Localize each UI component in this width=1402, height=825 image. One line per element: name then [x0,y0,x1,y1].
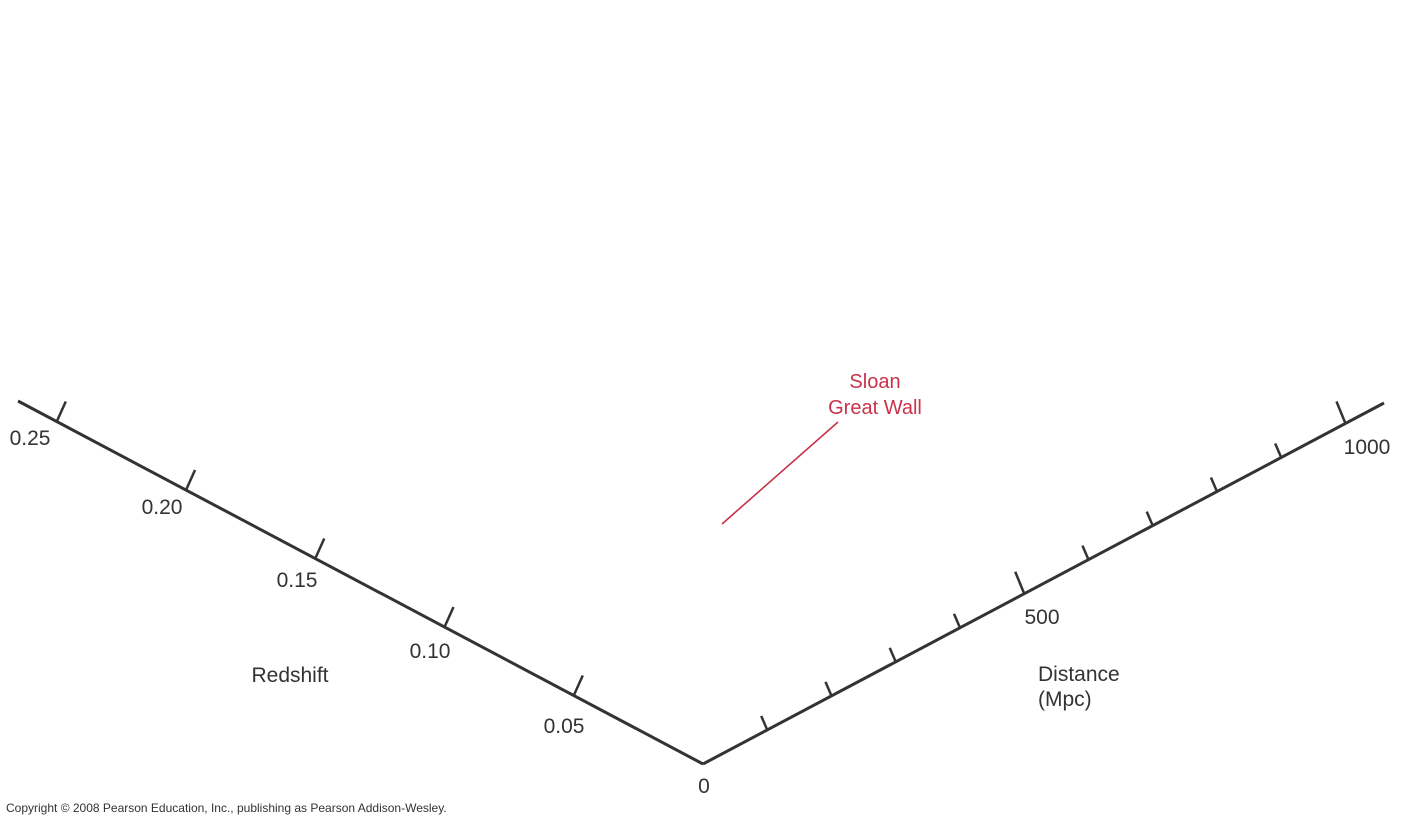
distance-tick-label: 1000 [1344,436,1391,459]
great-wall-leader-line [721,421,839,525]
axis-tick [1274,442,1283,458]
distance-axis-title: Distance [1038,663,1120,686]
distance-axis-unit: (Mpc) [1038,688,1092,711]
axis-tick [888,647,897,663]
redshift-tick-label: 0.10 [410,640,451,663]
redshift-tick-label: 0.20 [142,496,183,519]
redshift-tick-label: 0.05 [544,715,585,738]
great-wall-label-line1: Sloan [849,371,900,393]
axis-ticks [55,400,1347,731]
axis-tick [824,681,833,697]
redshift-tick-label: 0.25 [10,427,51,450]
distance-axis-line [702,401,1385,766]
great-wall-label-line2: Great Wall [828,397,922,419]
redshift-axis-line [17,399,704,766]
copyright-notice: Copyright © 2008 Pearson Education, Inc.… [6,801,447,815]
axis-tick [314,538,326,560]
redshift-tick-label: 0.15 [277,569,318,592]
axis-tick [1145,511,1154,527]
axis-tick [572,674,584,697]
axis-tick [760,715,769,731]
distance-tick-label: 500 [1024,606,1059,629]
axis-tick [1335,400,1347,424]
axis-tick [1014,571,1026,595]
axis-tick [1209,477,1219,493]
axis-tick [952,613,962,629]
redshift-axis-title: Redshift [251,664,328,687]
axis-tick [1081,545,1090,561]
axis-tick [443,606,455,628]
axis-tick [55,401,67,423]
origin-label: 0 [698,775,710,798]
axis-tick [184,469,197,491]
